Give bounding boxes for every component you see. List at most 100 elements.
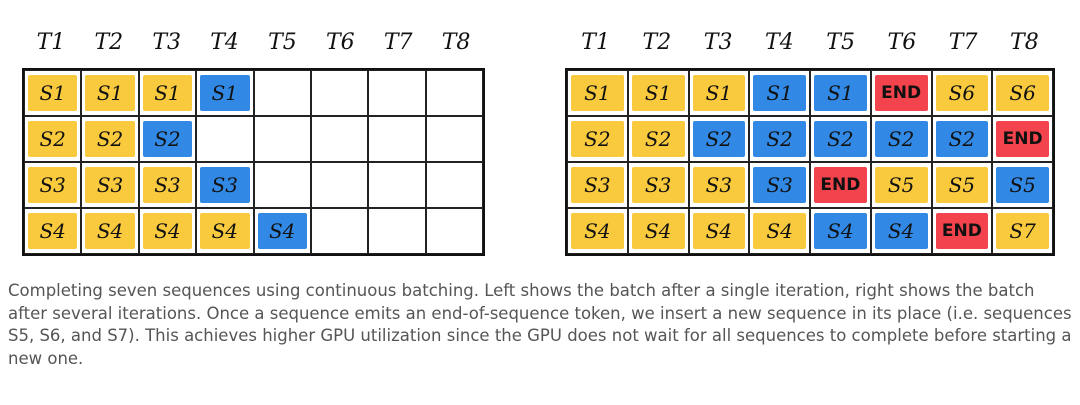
token-headers: T1 T2 T3 T4 T5 T6 T7 T8: [22, 30, 485, 68]
batch-cell-prefill: S2: [627, 116, 689, 162]
batch-cell-end: END: [870, 70, 932, 116]
cell-fill: [200, 167, 250, 203]
batch-cell-empty: [310, 116, 369, 162]
batch-cell-empty: [196, 116, 254, 162]
sequence-label: S4: [887, 219, 915, 243]
sequence-label: S4: [644, 219, 672, 243]
cell-fill: [996, 75, 1049, 111]
cell-fill: [85, 75, 135, 111]
cell-fill: [28, 167, 78, 203]
batch-cell-generate: S4: [253, 208, 311, 254]
sequence-label: S3: [211, 173, 239, 197]
sequence-label: S1: [211, 81, 239, 105]
sequence-label: S2: [584, 127, 611, 151]
sequence-label: S2: [948, 127, 976, 151]
figure-caption: Completing seven sequences using continu…: [8, 281, 1072, 368]
cell-fill: [85, 167, 135, 203]
sequence-label: S2: [766, 127, 793, 151]
cell-fill: [631, 75, 685, 111]
batch-cell-prefill: S2: [24, 116, 82, 162]
cell-fill: [935, 213, 989, 249]
sequence-label: S4: [154, 219, 181, 243]
sequence-label: S4: [96, 219, 124, 243]
sequence-label: S3: [584, 173, 611, 197]
cell-fill: [996, 167, 1049, 203]
sequence-label: S6: [948, 81, 976, 105]
batch-cell-empty: [310, 70, 369, 116]
batch-cell-generate: S3: [196, 162, 254, 208]
right-batch-grid: S1 S1 S1 S1 S1 END S6 S6 S2 S2 S2 S2 S2 S2 S2 END S3 S3 S3…: [565, 68, 1055, 256]
sequence-label: S1: [827, 81, 854, 105]
batch-cell-prefill: S6: [992, 70, 1053, 116]
batch-cell-prefill: S3: [627, 162, 689, 208]
cell-fill: [142, 121, 193, 157]
batch-cell-generate: S4: [870, 208, 932, 254]
cell-fill: [692, 213, 746, 249]
batch-cell-prefill: S4: [688, 208, 750, 254]
token-header: T2: [642, 30, 672, 55]
cell-fill: [874, 121, 928, 157]
sequence-label: S5: [887, 173, 915, 197]
cell-fill: [142, 75, 193, 111]
token-header: T7: [383, 30, 413, 55]
batch-cell-prefill: S5: [870, 162, 932, 208]
token-header: T8: [441, 30, 471, 55]
batch-cell-prefill: S1: [627, 70, 689, 116]
cell-fill: [753, 213, 806, 249]
sequence-label: S2: [96, 127, 124, 151]
batch-cell-prefill: S5: [931, 162, 993, 208]
cell-fill: [814, 75, 867, 111]
batch-cell-empty: [368, 116, 426, 162]
batch-cell-prefill: S7: [992, 208, 1053, 254]
sequence-label: S1: [766, 81, 793, 105]
batch-cell-prefill: S1: [81, 70, 139, 116]
sequence-label: S4: [268, 219, 296, 243]
cell-fill: [571, 121, 624, 157]
batch-cell-generate: S4: [810, 208, 871, 254]
batch-cell-end: END: [810, 162, 871, 208]
token-header: T3: [703, 30, 733, 55]
cell-fill: [692, 121, 746, 157]
cell-fill: [28, 213, 78, 249]
batch-cell-prefill: S4: [567, 208, 628, 254]
sequence-label: END: [820, 175, 861, 195]
token-header: T4: [765, 30, 794, 55]
cell-fill: [935, 75, 989, 111]
cell-fill: [935, 167, 989, 203]
cell-fill: [257, 213, 307, 249]
cell-fill: [753, 121, 806, 157]
token-header: T2: [94, 30, 124, 55]
batch-cell-prefill: S2: [81, 116, 139, 162]
batch-cell-empty: [310, 208, 369, 254]
cell-fill: [28, 75, 78, 111]
batch-cell-prefill: S4: [749, 208, 810, 254]
sequence-label: S4: [766, 219, 793, 243]
batch-cell-empty: [368, 162, 426, 208]
cell-fill: [814, 167, 867, 203]
batch-cell-end: END: [992, 116, 1053, 162]
cell-fill: [28, 121, 78, 157]
batch-cell-empty: [310, 162, 369, 208]
batch-cell-prefill: S1: [138, 70, 197, 116]
batch-cell-prefill: S3: [138, 162, 197, 208]
batch-cell-generate: S2: [931, 116, 993, 162]
batch-cell-prefill: S3: [688, 162, 750, 208]
sequence-label: S5: [948, 173, 976, 197]
batch-cell-prefill: S6: [931, 70, 993, 116]
batch-cell-prefill: S1: [688, 70, 750, 116]
sequence-label: S4: [584, 219, 611, 243]
cell-fill: [935, 121, 989, 157]
cell-fill: [142, 213, 193, 249]
batch-cell-generate: S1: [749, 70, 810, 116]
batch-cell-empty: [425, 70, 483, 116]
sequence-label: S1: [705, 81, 733, 105]
batch-cell-generate: S2: [749, 116, 810, 162]
batch-cell-prefill: S1: [24, 70, 82, 116]
sequence-label: S2: [887, 127, 915, 151]
cell-fill: [631, 167, 685, 203]
token-headers: T1 T2 T3 T4 T5 T6 T7 T8: [565, 30, 1055, 68]
cell-fill: [996, 213, 1049, 249]
cell-fill: [200, 213, 250, 249]
sequence-label: S2: [154, 127, 181, 151]
sequence-label: END: [941, 221, 982, 241]
